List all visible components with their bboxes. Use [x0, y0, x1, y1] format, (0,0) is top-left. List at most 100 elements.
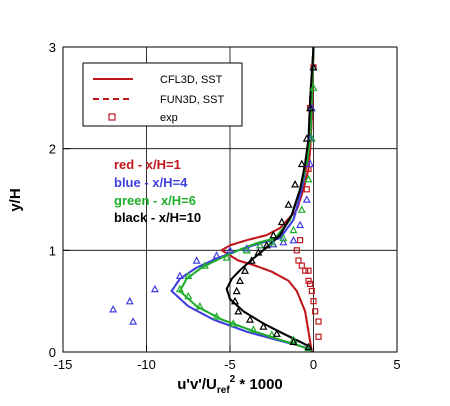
x-axis-title: u'v'/Uref2 * 1000	[177, 374, 283, 396]
series-red-exp-point	[315, 333, 322, 340]
series-red-exp-point	[305, 277, 312, 284]
series-black-cfd-dashed	[225, 46, 315, 348]
legend-label-exp: exp	[160, 112, 178, 124]
series-black-exp-point	[291, 180, 300, 188]
x-tick-label: 5	[393, 357, 400, 372]
series-blue-exp-point	[306, 159, 315, 168]
series-black-exp-point	[235, 276, 245, 284]
series-black-exp-point	[306, 103, 315, 112]
series-layer	[109, 46, 322, 353]
series-black-exp-point	[234, 307, 243, 315]
series-red-exp-point	[298, 262, 305, 269]
series-red-cfd-dashed	[219, 46, 315, 353]
x-axis-title-base: u'v'/U	[177, 376, 217, 393]
series-red-exp-point	[295, 257, 302, 264]
series-black-exp-point	[272, 329, 281, 337]
series-red-exp-point	[315, 318, 322, 325]
series-red-exp-point	[303, 186, 310, 193]
legend-label-cfl3d: CFL3D, SST	[160, 74, 223, 86]
series-black-exp-point	[289, 337, 298, 345]
annotations: red - x/H=1 blue - x/H=4 green - x/H=6 b…	[114, 157, 201, 225]
series-green-exp-point	[267, 237, 276, 246]
series-green-exp-point	[195, 302, 204, 310]
series-black-exp-point	[284, 200, 293, 208]
series-blue-exp-point	[125, 296, 134, 305]
series-blue-exp-point	[212, 251, 221, 259]
series-green-exp-point	[267, 330, 276, 338]
series-red-exp-point	[312, 308, 319, 315]
y-axis-title: y/H	[7, 188, 24, 211]
series-blue-exp-point	[175, 271, 184, 279]
x-tick-label: 0	[310, 357, 317, 372]
series-green-exp-point	[222, 253, 231, 261]
series-blue-exp-point	[279, 237, 288, 246]
series-red-exp-point	[293, 247, 300, 254]
series-black-exp-point	[262, 241, 271, 249]
series-black-exp-point	[230, 296, 240, 305]
series-blue-exp-point	[129, 317, 138, 325]
series-black-exp-point	[254, 248, 263, 256]
series-green-exp-point	[212, 312, 221, 320]
x-tick-label: -5	[224, 357, 236, 372]
series-green-exp-point	[304, 174, 313, 183]
series-black-exp-point	[240, 266, 250, 274]
series-red-exp-point	[297, 237, 304, 244]
series-black-exp-point	[277, 217, 286, 226]
series-green-exp-point	[175, 284, 184, 293]
series-green-exp-point	[184, 291, 193, 300]
series-green-exp-point	[289, 225, 298, 234]
y-tick-label: 1	[49, 243, 56, 258]
x-axis-title-sup: 2	[230, 374, 236, 385]
series-red-exp-point	[310, 298, 317, 305]
series-red-exp-point	[305, 267, 312, 274]
legend-label-fun3d: FUN3D, SST	[160, 94, 224, 106]
series-black-exp-point	[247, 256, 256, 264]
series-green-exp-point	[279, 233, 288, 242]
series-blue-cfd-dashed	[170, 46, 315, 350]
x-tick-label: -15	[54, 357, 73, 372]
series-blue-exp-point	[302, 195, 311, 203]
legend-marker-exp	[108, 113, 116, 121]
series-green-exp-point	[184, 271, 193, 279]
y-tick-label: 0	[49, 345, 56, 360]
series-green-exp-point	[309, 83, 318, 91]
series-black-exp-point	[297, 159, 306, 168]
series-blue-exp-point	[225, 246, 235, 254]
series-red-exp-point	[308, 287, 315, 295]
x-axis-title-rest: * 1000	[235, 376, 283, 393]
series-green-exp-point	[289, 335, 298, 343]
ticks: -15 -10 -5 0 5 0 1 2 3	[49, 40, 401, 372]
series-green-exp-point	[256, 241, 265, 249]
series-blue-exp-point	[192, 256, 201, 264]
series-blue-exp-point	[109, 305, 118, 313]
series-blue-exp-point	[289, 235, 298, 244]
annotation-red: red - x/H=1	[114, 157, 181, 172]
series-black-exp-point	[245, 315, 255, 323]
series-blue-exp-point	[150, 284, 159, 293]
y-tick-label: 2	[49, 142, 56, 157]
series-green-exp-point	[297, 205, 306, 213]
series-black-exp-point	[302, 134, 311, 142]
series-black-exp-point	[309, 63, 318, 71]
series-green-exp-point	[307, 134, 316, 142]
series-black-exp-point	[259, 322, 268, 330]
series-blue-exp-point	[242, 244, 251, 252]
x-tick-label: -10	[137, 357, 156, 372]
y-tick-label: 3	[49, 40, 56, 55]
series-green-exp-point	[249, 325, 258, 333]
annotation-blue: blue - x/H=4	[114, 175, 188, 190]
series-green-exp-point	[200, 261, 209, 269]
series-green-exp-point	[229, 319, 238, 327]
series-red-exp-point	[302, 267, 309, 274]
annotation-black: black - x/H=10	[114, 210, 201, 225]
series-black-exp-point	[304, 342, 313, 351]
x-axis-title-sub: ref	[217, 385, 230, 396]
series-blue-exp-point	[296, 220, 305, 229]
legend: CFL3D, SST FUN3D, SST exp	[82, 62, 243, 127]
annotation-green: green - x/H=6	[114, 193, 196, 208]
series-black-exp-point	[269, 230, 278, 239]
series-black-exp-point	[232, 286, 241, 295]
series-green-exp-point	[242, 246, 251, 254]
